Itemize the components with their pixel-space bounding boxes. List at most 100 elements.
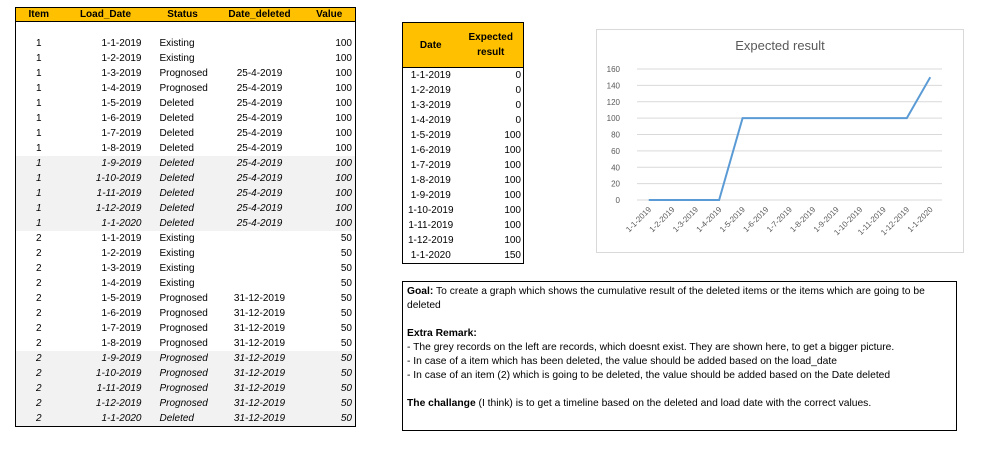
cell-date-deleted[interactable]: 31-12-2019 [233, 293, 286, 304]
cell-status[interactable]: Deleted [149, 201, 216, 216]
cell-item[interactable]: 2 [35, 248, 42, 259]
cell-status[interactable]: Deleted [149, 411, 216, 427]
cell-status[interactable]: Prognosed [159, 308, 208, 319]
cell-expected-result[interactable]: 100 [458, 143, 524, 158]
cell-status[interactable]: Deleted [159, 128, 194, 139]
cell-load-date[interactable]: 1-2-2019 [101, 248, 142, 259]
cell-date[interactable]: 1-11-2019 [408, 220, 454, 231]
cell-status[interactable]: Prognosed [159, 323, 208, 334]
cell-load-date[interactable]: 1-9-2019 [61, 156, 150, 171]
cell-date-deleted[interactable]: 25-4-2019 [215, 171, 304, 186]
cell-value[interactable]: 50 [303, 351, 356, 366]
cell-load-date[interactable]: 1-3-2019 [101, 68, 142, 79]
cell-item[interactable]: 1 [35, 83, 42, 94]
cell-item[interactable]: 1 [35, 113, 42, 124]
cell-expected-result[interactable]: 100 [458, 218, 524, 233]
cell-status[interactable]: Prognosed [159, 293, 208, 304]
cell-status[interactable]: Deleted [159, 98, 194, 109]
cell-value[interactable]: 50 [303, 306, 356, 321]
table-cell[interactable] [303, 21, 356, 36]
header-expected-result[interactable]: Expected result [458, 22, 524, 68]
header-status[interactable]: Status [149, 7, 216, 22]
cell-date[interactable]: 1-1-2020 [410, 250, 451, 261]
cell-load-date[interactable]: 1-5-2019 [101, 98, 142, 109]
cell-item[interactable]: 1 [15, 201, 62, 216]
cell-date-deleted[interactable]: 31-12-2019 [233, 323, 286, 334]
cell-value[interactable]: 100 [303, 111, 356, 126]
cell-load-date[interactable]: 1-10-2019 [61, 171, 150, 186]
cell-expected-result[interactable]: 0 [458, 67, 524, 83]
cell-status[interactable]: Prognosed [159, 68, 208, 79]
cell-date-deleted[interactable]: 25-4-2019 [236, 113, 283, 124]
cell-date[interactable]: 1-6-2019 [410, 145, 451, 156]
expected-result-chart[interactable]: Expected result 0 20 40 60 80 100 120 140 160 1-… [596, 29, 964, 253]
cell-date-deleted[interactable] [216, 51, 304, 66]
header-item[interactable]: Item [15, 7, 62, 22]
cell-date[interactable]: 1-5-2019 [410, 130, 451, 141]
cell-date-deleted[interactable] [216, 231, 304, 246]
cell-expected-result[interactable]: 100 [458, 158, 524, 173]
cell-date-deleted[interactable]: 25-4-2019 [236, 128, 283, 139]
table-cell[interactable] [216, 22, 304, 37]
cell-status[interactable]: Existing [159, 233, 195, 244]
cell-value[interactable]: 100 [303, 216, 356, 231]
cell-item[interactable]: 2 [35, 308, 42, 319]
cell-item[interactable]: 1 [35, 143, 42, 154]
cell-status[interactable]: Deleted [159, 113, 194, 124]
cell-date[interactable]: 1-12-2019 [407, 235, 454, 246]
cell-load-date[interactable]: 1-10-2019 [61, 366, 150, 381]
cell-item[interactable]: 1 [15, 186, 62, 201]
cell-date-deleted[interactable]: 25-4-2019 [236, 143, 283, 154]
cell-item[interactable]: 2 [35, 278, 42, 289]
cell-date[interactable]: 1-9-2019 [410, 190, 451, 201]
table-cell[interactable] [62, 22, 150, 37]
cell-date-deleted[interactable]: 31-12-2019 [215, 351, 304, 366]
cell-date[interactable]: 1-10-2019 [407, 205, 454, 216]
cell-status[interactable]: Prognosed [149, 366, 216, 381]
cell-item[interactable]: 2 [35, 323, 42, 334]
cell-load-date[interactable]: 1-9-2019 [61, 351, 150, 366]
cell-item[interactable]: 2 [15, 366, 62, 381]
cell-load-date[interactable]: 1-1-2020 [61, 216, 150, 231]
cell-expected-result[interactable]: 100 [458, 203, 524, 218]
cell-item[interactable]: 1 [35, 38, 42, 49]
cell-status[interactable]: Prognosed [149, 396, 216, 411]
cell-date-deleted[interactable]: 25-4-2019 [236, 83, 283, 94]
cell-date[interactable]: 1-3-2019 [410, 100, 451, 111]
cell-date-deleted[interactable]: 31-12-2019 [233, 338, 286, 349]
cell-item[interactable]: 1 [15, 156, 62, 171]
cell-value[interactable]: 100 [303, 96, 356, 111]
cell-date-deleted[interactable] [216, 36, 304, 51]
cell-item[interactable]: 2 [15, 351, 62, 366]
cell-value[interactable]: 100 [303, 36, 356, 51]
cell-date-deleted[interactable]: 31-12-2019 [215, 411, 304, 427]
cell-load-date[interactable]: 1-1-2019 [101, 233, 142, 244]
cell-value[interactable]: 100 [303, 156, 356, 171]
cell-value[interactable]: 50 [303, 411, 356, 427]
cell-value[interactable]: 100 [303, 186, 356, 201]
cell-load-date[interactable]: 1-4-2019 [101, 83, 142, 94]
cell-status[interactable]: Existing [159, 248, 195, 259]
cell-load-date[interactable]: 1-11-2019 [61, 186, 150, 201]
cell-load-date[interactable]: 1-4-2019 [101, 278, 142, 289]
cell-expected-result[interactable]: 0 [458, 98, 524, 113]
cell-load-date[interactable]: 1-6-2019 [101, 113, 142, 124]
cell-date-deleted[interactable] [216, 261, 304, 276]
cell-value[interactable]: 100 [303, 51, 356, 66]
cell-date[interactable]: 1-8-2019 [410, 175, 451, 186]
cell-date-deleted[interactable]: 25-4-2019 [215, 216, 304, 231]
cell-value[interactable]: 50 [303, 261, 356, 276]
cell-expected-result[interactable]: 0 [458, 83, 524, 98]
cell-load-date[interactable]: 1-12-2019 [61, 201, 150, 216]
cell-load-date[interactable]: 1-7-2019 [101, 128, 142, 139]
cell-date-deleted[interactable] [216, 276, 304, 291]
cell-item[interactable]: 1 [35, 98, 42, 109]
header-date[interactable]: Date [402, 22, 459, 68]
cell-item[interactable]: 2 [15, 411, 62, 427]
cell-status[interactable]: Existing [159, 53, 195, 64]
cell-expected-result[interactable]: 100 [458, 128, 524, 143]
cell-date-deleted[interactable]: 25-4-2019 [215, 156, 304, 171]
cell-status[interactable]: Existing [159, 263, 195, 274]
cell-date[interactable]: 1-7-2019 [410, 160, 451, 171]
cell-date-deleted[interactable]: 31-12-2019 [215, 366, 304, 381]
